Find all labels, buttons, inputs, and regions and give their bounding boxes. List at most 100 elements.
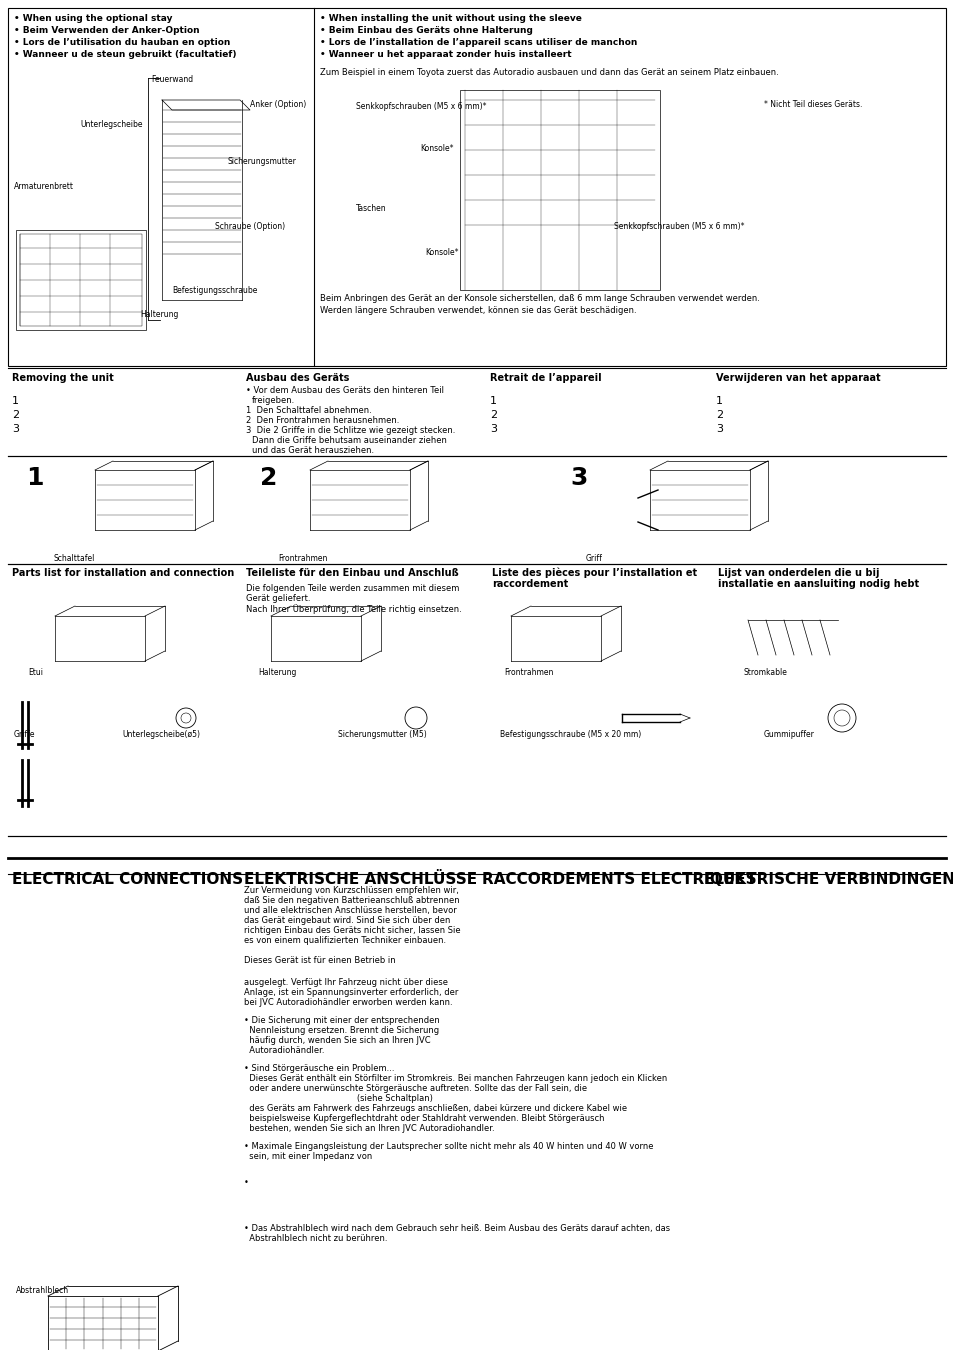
Text: Zur Vermeidung von Kurzschlüssen empfehlen wir,: Zur Vermeidung von Kurzschlüssen empfehl… <box>244 886 458 895</box>
Text: • Beim Verwenden der Anker-Option: • Beim Verwenden der Anker-Option <box>14 26 199 35</box>
Text: Taschen: Taschen <box>355 204 386 213</box>
Bar <box>459 90 659 290</box>
Text: Halterung: Halterung <box>140 310 178 319</box>
Text: 2  Den Frontrahmen herausnehmen.: 2 Den Frontrahmen herausnehmen. <box>246 416 399 425</box>
Text: RACCORDEMENTS ELECTRIQUES: RACCORDEMENTS ELECTRIQUES <box>481 872 756 887</box>
Text: Unterlegscheibe(ø5): Unterlegscheibe(ø5) <box>122 730 200 738</box>
Text: und alle elektrischen Anschlüsse herstellen, bevor: und alle elektrischen Anschlüsse herstel… <box>244 906 456 915</box>
Text: Die folgenden Teile werden zusammen mit diesem: Die folgenden Teile werden zusammen mit … <box>246 585 459 593</box>
Text: Anker (Option): Anker (Option) <box>250 100 306 109</box>
Text: Abstrahlblech nicht zu berühren.: Abstrahlblech nicht zu berühren. <box>244 1234 387 1243</box>
Text: • Beim Einbau des Geräts ohne Halterung: • Beim Einbau des Geräts ohne Halterung <box>319 26 533 35</box>
Text: 3: 3 <box>569 466 587 490</box>
Text: Beim Anbringen des Gerät an der Konsole sicherstellen, daß 6 mm lange Schrauben : Beim Anbringen des Gerät an der Konsole … <box>319 294 760 302</box>
Text: Armaturenbrett: Armaturenbrett <box>14 182 74 190</box>
Text: Feuerwand: Feuerwand <box>151 76 193 84</box>
Text: 1: 1 <box>490 396 497 406</box>
Text: beispielsweise Kupfergeflechtdraht oder Stahldraht verwenden. Bleibt Störgeräusc: beispielsweise Kupfergeflechtdraht oder … <box>244 1114 604 1123</box>
Text: installatie en aansluiting nodig hebt: installatie en aansluiting nodig hebt <box>718 579 918 589</box>
Text: 1: 1 <box>26 466 44 490</box>
Text: Sicherungsmutter (M5): Sicherungsmutter (M5) <box>337 730 426 738</box>
Text: Griffe: Griffe <box>14 730 35 738</box>
Text: Gerät geliefert.: Gerät geliefert. <box>246 594 310 603</box>
Text: Senkkopfschrauben (M5 x 6 mm)*: Senkkopfschrauben (M5 x 6 mm)* <box>355 103 486 111</box>
Text: des Geräts am Fahrwerk des Fahrzeugs anschließen, dabei kürzere und dickere Kabe: des Geräts am Fahrwerk des Fahrzeugs ans… <box>244 1104 626 1112</box>
Text: Frontrahmen: Frontrahmen <box>277 554 327 563</box>
Text: Nennleistung ersetzen. Brennt die Sicherung: Nennleistung ersetzen. Brennt die Sicher… <box>244 1026 438 1035</box>
Text: (siehe Schaltplan): (siehe Schaltplan) <box>244 1094 433 1103</box>
Text: • Lors de l’installation de l’appareil scans utiliser de manchon: • Lors de l’installation de l’appareil s… <box>319 38 637 47</box>
Text: Schraube (Option): Schraube (Option) <box>214 221 285 231</box>
Text: 2: 2 <box>260 466 277 490</box>
Text: Konsole*: Konsole* <box>419 144 453 153</box>
Text: das Gerät eingebaut wird. Sind Sie sich über den: das Gerät eingebaut wird. Sind Sie sich … <box>244 917 450 925</box>
Text: daß Sie den negativen Batterieanschluß abtrennen: daß Sie den negativen Batterieanschluß a… <box>244 896 459 905</box>
Text: Abstrahlblech: Abstrahlblech <box>16 1287 69 1295</box>
Text: • When installing the unit without using the sleeve: • When installing the unit without using… <box>319 14 581 23</box>
Text: • Wanneer u het apparaat zonder huis installeert: • Wanneer u het apparaat zonder huis ins… <box>319 50 571 59</box>
Text: 3: 3 <box>12 424 19 433</box>
Text: Etui: Etui <box>28 668 43 676</box>
Text: Parts list for installation and connection: Parts list for installation and connecti… <box>12 568 234 578</box>
Text: • Das Abstrahlblech wird nach dem Gebrauch sehr heiß. Beim Ausbau des Geräts dar: • Das Abstrahlblech wird nach dem Gebrau… <box>244 1224 669 1233</box>
Text: häufig durch, wenden Sie sich an Ihren JVC: häufig durch, wenden Sie sich an Ihren J… <box>244 1035 430 1045</box>
Text: freigeben.: freigeben. <box>252 396 294 405</box>
Text: richtigen Einbau des Geräts nicht sicher, lassen Sie: richtigen Einbau des Geräts nicht sicher… <box>244 926 460 936</box>
Text: 2: 2 <box>12 410 19 420</box>
Text: 3: 3 <box>716 424 722 433</box>
Text: • Die Sicherung mit einer der entsprechenden: • Die Sicherung mit einer der entspreche… <box>244 1017 439 1025</box>
Text: Retrait de l’appareil: Retrait de l’appareil <box>490 373 601 383</box>
Bar <box>20 234 142 325</box>
Text: 1: 1 <box>716 396 722 406</box>
Text: Teileliste für den Einbau und Anschluß: Teileliste für den Einbau und Anschluß <box>246 568 458 578</box>
Text: Dieses Gerät ist für einen Betrieb in: Dieses Gerät ist für einen Betrieb in <box>244 956 395 965</box>
Text: Konsole*: Konsole* <box>424 248 458 256</box>
Bar <box>8 8 945 366</box>
Text: Schalttafel: Schalttafel <box>54 554 95 563</box>
Text: Lijst van onderdelen die u bij: Lijst van onderdelen die u bij <box>718 568 879 578</box>
Text: raccordement: raccordement <box>492 579 568 589</box>
Text: ausgelegt. Verfügt Ihr Fahrzeug nicht über diese: ausgelegt. Verfügt Ihr Fahrzeug nicht üb… <box>244 977 448 987</box>
Text: Stromkable: Stromkable <box>743 668 787 676</box>
Text: Griff: Griff <box>585 554 602 563</box>
Text: 2: 2 <box>716 410 722 420</box>
Text: Verwijderen van het apparaat: Verwijderen van het apparaat <box>716 373 880 383</box>
Text: 3  Die 2 Griffe in die Schlitze wie gezeigt stecken.: 3 Die 2 Griffe in die Schlitze wie gezei… <box>246 427 455 435</box>
Text: Dann die Griffe behutsam auseinander ziehen: Dann die Griffe behutsam auseinander zie… <box>252 436 446 446</box>
Text: Removing the unit: Removing the unit <box>12 373 113 383</box>
Text: ELEKTRISCHE ANSCHLÜSSE: ELEKTRISCHE ANSCHLÜSSE <box>244 872 476 887</box>
Text: oder andere unerwünschte Störgeräusche auftreten. Sollte das der Fall sein, die: oder andere unerwünschte Störgeräusche a… <box>244 1084 586 1094</box>
Text: Nach Ihrer Überprüfung, die Teile richtig einsetzen.: Nach Ihrer Überprüfung, die Teile richti… <box>246 603 461 614</box>
Text: •: • <box>244 1179 249 1187</box>
Text: Ausbau des Geräts: Ausbau des Geräts <box>246 373 349 383</box>
Text: 1: 1 <box>12 396 19 406</box>
Text: Liste des pièces pour l’installation et: Liste des pièces pour l’installation et <box>492 568 697 579</box>
Text: Autoradiohändler.: Autoradiohändler. <box>244 1046 324 1054</box>
Text: und das Gerät herausziehen.: und das Gerät herausziehen. <box>252 446 374 455</box>
Text: • When using the optional stay: • When using the optional stay <box>14 14 172 23</box>
Text: * Nicht Teil dieses Geräts.: * Nicht Teil dieses Geräts. <box>763 100 862 109</box>
Text: Befestigungsschraube (M5 x 20 mm): Befestigungsschraube (M5 x 20 mm) <box>499 730 640 738</box>
Text: • Vor dem Ausbau des Geräts den hinteren Teil: • Vor dem Ausbau des Geräts den hinteren… <box>246 386 443 396</box>
Bar <box>16 230 146 329</box>
Text: 2: 2 <box>490 410 497 420</box>
Text: Senkkopfschrauben (M5 x 6 mm)*: Senkkopfschrauben (M5 x 6 mm)* <box>614 221 743 231</box>
Text: Unterlegscheibe: Unterlegscheibe <box>80 120 142 130</box>
Text: Anlage, ist ein Spannungsinverter erforderlich, der: Anlage, ist ein Spannungsinverter erford… <box>244 988 457 998</box>
Text: • Lors de l’utilisation du hauban en option: • Lors de l’utilisation du hauban en opt… <box>14 38 230 47</box>
Text: ELEKTRISCHE VERBINDINGEN: ELEKTRISCHE VERBINDINGEN <box>703 872 953 887</box>
Text: es von einem qualifizierten Techniker einbauen.: es von einem qualifizierten Techniker ei… <box>244 936 446 945</box>
Text: • Maximale Eingangsleistung der Lautsprecher sollte nicht mehr als 40 W hinten u: • Maximale Eingangsleistung der Lautspre… <box>244 1142 653 1152</box>
Text: Zum Beispiel in einem Toyota zuerst das Autoradio ausbauen und dann das Gerät an: Zum Beispiel in einem Toyota zuerst das … <box>319 68 778 77</box>
Text: • Wanneer u de steun gebruikt (facultatief): • Wanneer u de steun gebruikt (facultati… <box>14 50 236 59</box>
Text: bei JVC Autoradiohändler erworben werden kann.: bei JVC Autoradiohändler erworben werden… <box>244 998 452 1007</box>
Text: Befestigungsschraube: Befestigungsschraube <box>172 286 257 296</box>
Text: bestehen, wenden Sie sich an Ihren JVC Autoradiohandler.: bestehen, wenden Sie sich an Ihren JVC A… <box>244 1125 494 1133</box>
Text: ELECTRICAL CONNECTIONS: ELECTRICAL CONNECTIONS <box>12 872 243 887</box>
Text: Gummipuffer: Gummipuffer <box>763 730 814 738</box>
Text: 1  Den Schalttafel abnehmen.: 1 Den Schalttafel abnehmen. <box>246 406 372 414</box>
Text: Werden längere Schrauben verwendet, können sie das Gerät beschädigen.: Werden längere Schrauben verwendet, könn… <box>319 306 636 315</box>
Text: sein, mit einer Impedanz von: sein, mit einer Impedanz von <box>244 1152 372 1161</box>
Text: Sicherungsmutter: Sicherungsmutter <box>228 157 296 166</box>
Text: Dieses Gerät enthält ein Störfilter im Stromkreis. Bei manchen Fahrzeugen kann j: Dieses Gerät enthält ein Störfilter im S… <box>244 1075 666 1083</box>
